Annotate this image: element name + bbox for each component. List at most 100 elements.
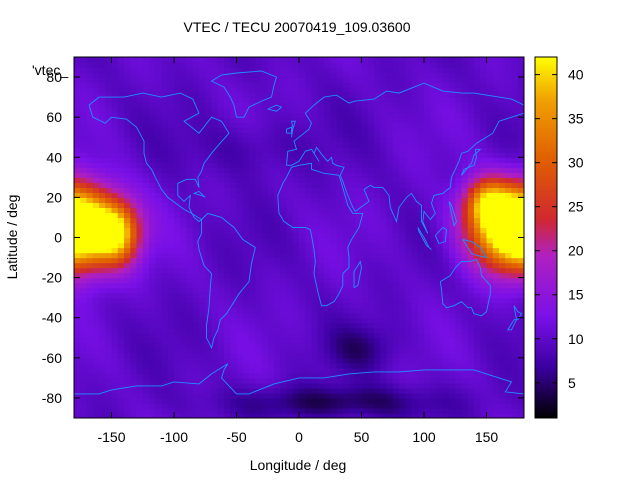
heatmap-cell [111, 347, 119, 354]
heatmap-cell [436, 72, 444, 78]
heatmap-cell [174, 277, 181, 284]
heatmap-cell [386, 82, 394, 88]
heatmap-cell [161, 247, 169, 254]
heatmap-cell [136, 397, 144, 404]
heatmap-cell [374, 337, 381, 344]
heatmap-cell [355, 92, 363, 98]
heatmap-cell [474, 377, 481, 384]
heatmap-cell [124, 152, 131, 158]
heatmap-cell [149, 412, 156, 418]
heatmap-cell [411, 72, 419, 78]
heatmap-cell [386, 162, 394, 168]
heatmap-cell [174, 307, 181, 314]
heatmap-cell [417, 292, 425, 299]
heatmap-cell [349, 387, 356, 394]
heatmap-cell [186, 132, 194, 138]
heatmap-cell [499, 87, 506, 93]
heatmap-cell [461, 127, 469, 133]
heatmap-cell [174, 177, 181, 183]
heatmap-cell [111, 377, 119, 384]
heatmap-cell [130, 212, 138, 219]
heatmap-cell [199, 387, 206, 394]
heatmap-cell [167, 382, 175, 389]
heatmap-cell [486, 372, 494, 379]
heatmap-cell [455, 227, 463, 234]
heatmap-cell [236, 222, 244, 229]
heatmap-cell [305, 352, 313, 359]
heatmap-cell [217, 82, 225, 88]
heatmap-cell [486, 387, 494, 394]
heatmap-cell [217, 202, 225, 209]
heatmap-cell [380, 312, 388, 319]
heatmap-cell [486, 317, 494, 324]
heatmap-cell [192, 107, 200, 113]
heatmap-cell [130, 337, 138, 344]
heatmap-cell [380, 192, 388, 198]
heatmap-cell [236, 117, 244, 123]
heatmap-cell [230, 127, 238, 133]
heatmap-cell [255, 332, 263, 339]
heatmap-cell [86, 117, 94, 123]
heatmap-cell [80, 142, 88, 148]
heatmap-cell [399, 407, 406, 414]
heatmap-cell [292, 177, 300, 183]
heatmap-cell [130, 412, 138, 418]
heatmap-cell [355, 372, 363, 379]
heatmap-cell [80, 327, 88, 334]
heatmap-cell [117, 167, 125, 173]
heatmap-cell [461, 292, 469, 299]
heatmap-cell [267, 277, 275, 284]
heatmap-cell [305, 242, 313, 249]
heatmap-cell [486, 367, 494, 374]
heatmap-cell [230, 147, 238, 153]
heatmap-cell [411, 337, 419, 344]
heatmap-cell [367, 92, 375, 98]
heatmap-cell [380, 322, 388, 329]
heatmap-cell [374, 357, 381, 364]
heatmap-cell [124, 242, 131, 249]
heatmap-cell [217, 387, 225, 394]
heatmap-cell [149, 132, 156, 138]
heatmap-cell [311, 127, 319, 133]
heatmap-cell [367, 192, 375, 198]
heatmap-cell [424, 222, 431, 229]
heatmap-cell [305, 232, 313, 239]
heatmap-cell [461, 192, 469, 198]
heatmap-cell [155, 377, 163, 384]
heatmap-cell [399, 132, 406, 138]
heatmap-cell [149, 237, 156, 244]
heatmap-cell [330, 92, 338, 98]
heatmap-cell [80, 382, 88, 389]
heatmap-cell [449, 237, 456, 244]
heatmap-cell [217, 342, 225, 349]
heatmap-cell [180, 102, 188, 108]
heatmap-cell [105, 377, 113, 384]
heatmap-cell [142, 267, 150, 274]
heatmap-cell [86, 277, 94, 284]
heatmap-cell [430, 382, 438, 389]
heatmap-cell [199, 302, 206, 309]
heatmap-cell [436, 97, 444, 103]
heatmap-cell [292, 372, 300, 379]
heatmap-cell [380, 142, 388, 148]
heatmap-cell [199, 317, 206, 324]
heatmap-cell [342, 377, 350, 384]
heatmap-cell [442, 212, 450, 219]
heatmap-cell [355, 302, 363, 309]
heatmap-cell [255, 357, 263, 364]
heatmap-cell [255, 347, 263, 354]
heatmap-cell [367, 392, 375, 399]
heatmap-cell [74, 297, 81, 304]
heatmap-cell [249, 307, 256, 314]
heatmap-cell [274, 407, 281, 414]
heatmap-cell [230, 187, 238, 193]
heatmap-cell [474, 72, 481, 78]
heatmap-cell [211, 392, 219, 399]
heatmap-cell [174, 212, 181, 219]
heatmap-cell [342, 167, 350, 173]
heatmap-cell [424, 127, 431, 133]
heatmap-cell [249, 302, 256, 309]
heatmap-cell [74, 267, 81, 274]
heatmap-cell [367, 222, 375, 229]
heatmap-cell [286, 177, 294, 183]
